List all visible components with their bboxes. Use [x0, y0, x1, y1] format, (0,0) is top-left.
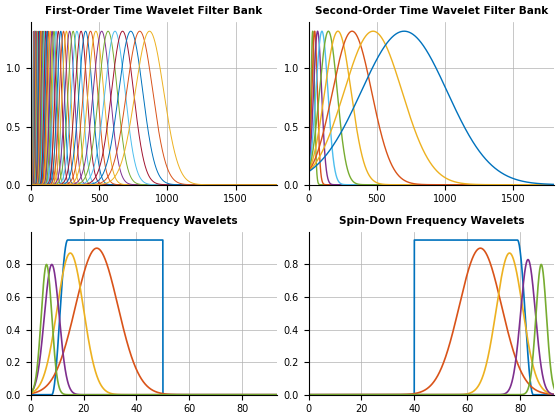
Title: Second-Order Time Wavelet Filter Bank: Second-Order Time Wavelet Filter Bank: [315, 5, 548, 16]
Title: First-Order Time Wavelet Filter Bank: First-Order Time Wavelet Filter Bank: [45, 5, 262, 16]
Title: Spin-Down Frequency Wavelets: Spin-Down Frequency Wavelets: [339, 215, 524, 226]
Title: Spin-Up Frequency Wavelets: Spin-Up Frequency Wavelets: [69, 215, 238, 226]
